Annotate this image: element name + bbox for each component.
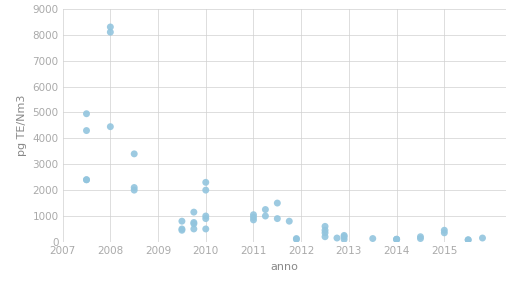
- Point: [340, 233, 348, 238]
- Point: [393, 237, 401, 242]
- Point: [340, 237, 348, 242]
- Point: [440, 230, 448, 235]
- Point: [369, 236, 377, 241]
- Point: [250, 217, 258, 222]
- Point: [106, 30, 114, 35]
- Point: [416, 236, 424, 241]
- Point: [177, 228, 186, 233]
- Point: [273, 216, 281, 221]
- Point: [273, 201, 281, 205]
- Point: [292, 236, 301, 241]
- Point: [189, 222, 198, 226]
- Point: [321, 234, 329, 239]
- Point: [393, 237, 401, 242]
- Point: [82, 112, 91, 116]
- Point: [106, 124, 114, 129]
- Point: [292, 237, 301, 242]
- Point: [189, 210, 198, 214]
- Point: [261, 214, 269, 218]
- Point: [261, 207, 269, 212]
- Point: [201, 214, 210, 218]
- Point: [82, 128, 91, 133]
- Point: [321, 224, 329, 229]
- Point: [201, 188, 210, 192]
- Point: [440, 228, 448, 233]
- Point: [393, 237, 401, 242]
- Point: [82, 177, 91, 182]
- Point: [285, 219, 293, 224]
- Point: [201, 180, 210, 185]
- Point: [189, 227, 198, 231]
- Point: [333, 236, 341, 240]
- Point: [130, 185, 138, 190]
- Point: [177, 219, 186, 224]
- X-axis label: anno: anno: [270, 262, 299, 272]
- Point: [416, 234, 424, 239]
- Point: [130, 152, 138, 156]
- Point: [189, 220, 198, 225]
- Y-axis label: pg TE/Nm3: pg TE/Nm3: [17, 95, 27, 156]
- Point: [340, 234, 348, 239]
- Point: [130, 188, 138, 192]
- Point: [478, 236, 487, 240]
- Point: [464, 237, 472, 242]
- Point: [321, 230, 329, 235]
- Point: [177, 227, 186, 231]
- Point: [250, 212, 258, 217]
- Point: [464, 237, 472, 242]
- Point: [321, 228, 329, 233]
- Point: [82, 177, 91, 182]
- Point: [201, 227, 210, 231]
- Point: [201, 216, 210, 221]
- Point: [106, 24, 114, 29]
- Point: [250, 215, 258, 220]
